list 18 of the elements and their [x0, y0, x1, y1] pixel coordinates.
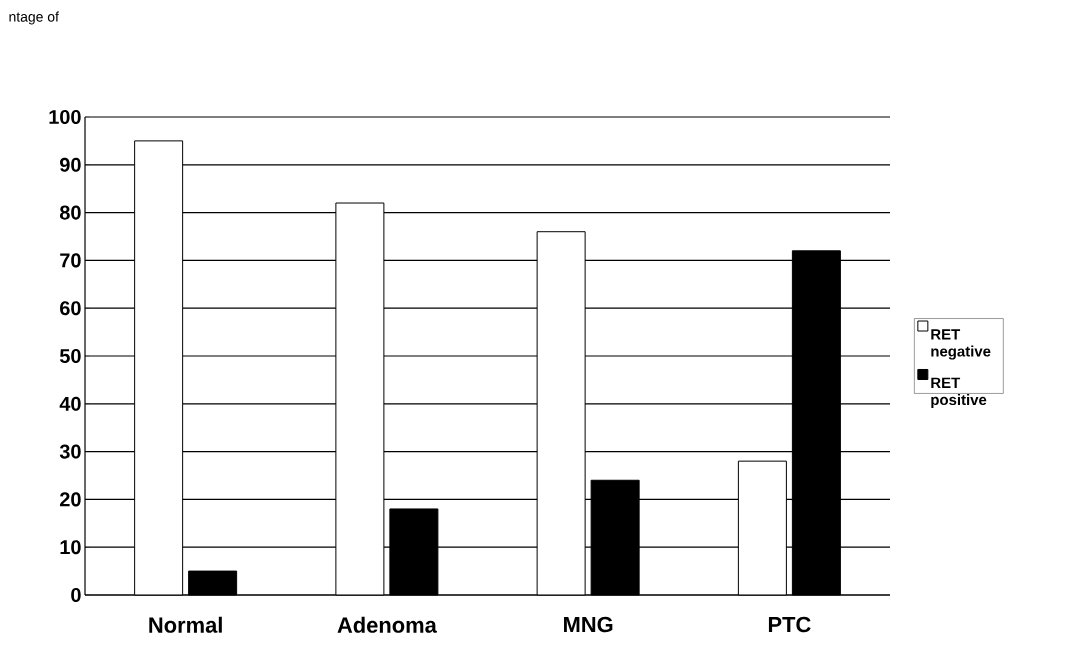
y-tick-label: 70 [60, 253, 81, 268]
y-tick-label: 0 [71, 587, 81, 603]
y-tick-label: 60 [60, 301, 81, 316]
y-tick-label: 10 [60, 540, 81, 555]
y-tick-label: 90 [60, 157, 81, 172]
x-tick-label: Normal [149, 616, 222, 633]
text: ntage of [9, 11, 59, 25]
y-tick-label: 100 [49, 109, 81, 125]
x-tick-label: MNG [564, 616, 613, 633]
y-tick-label: 20 [60, 492, 81, 507]
y-tick-label: 50 [59, 348, 81, 364]
x-tick-label: PTC [768, 616, 811, 633]
y-tick-label: 40 [59, 396, 81, 411]
legend-label: RET negative [931, 329, 991, 360]
x-tick-label: Adenoma [337, 616, 437, 633]
y-tick-label: 80 [59, 205, 81, 220]
legend-label: RET positive [931, 377, 987, 408]
y-tick-label: 30 [59, 444, 81, 459]
